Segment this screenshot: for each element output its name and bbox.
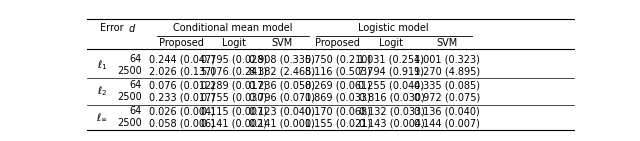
Text: Logistic model: Logistic model	[358, 23, 429, 33]
Text: 5.076 (0.241): 5.076 (0.241)	[201, 66, 267, 76]
Text: 0.136 (0.040): 0.136 (0.040)	[414, 106, 480, 116]
Text: 2500: 2500	[117, 66, 142, 76]
Text: $\ell_2$: $\ell_2$	[97, 84, 108, 98]
Text: Error: Error	[100, 23, 124, 33]
Text: $d$: $d$	[128, 22, 136, 34]
Text: 0.908 (0.335): 0.908 (0.335)	[250, 54, 316, 64]
Text: 0.155 (0.021): 0.155 (0.021)	[305, 118, 371, 128]
Text: 7.794 (0.911): 7.794 (0.911)	[358, 66, 424, 76]
Text: 0.755 (0.030): 0.755 (0.030)	[201, 92, 267, 102]
Text: 2.026 (0.137): 2.026 (0.137)	[148, 66, 215, 76]
Text: Proposed: Proposed	[316, 38, 360, 48]
Text: 0.076 (0.012): 0.076 (0.012)	[148, 80, 214, 90]
Text: $\ell_1$: $\ell_1$	[97, 58, 108, 72]
Text: 0.335 (0.085): 0.335 (0.085)	[414, 80, 480, 90]
Text: SVM: SVM	[272, 38, 293, 48]
Text: 0.289 (0.017): 0.289 (0.017)	[201, 80, 267, 90]
Text: Conditional mean model: Conditional mean model	[173, 23, 292, 33]
Text: Logit: Logit	[380, 38, 403, 48]
Text: 1.001 (0.323): 1.001 (0.323)	[414, 54, 480, 64]
Text: 0.255 (0.044): 0.255 (0.044)	[358, 80, 424, 90]
Text: $\ell_\infty$: $\ell_\infty$	[97, 111, 108, 123]
Text: 0.115 (0.007): 0.115 (0.007)	[201, 106, 267, 116]
Text: 0.269 (0.061): 0.269 (0.061)	[305, 80, 371, 90]
Text: 0.141 (0.001): 0.141 (0.001)	[250, 118, 316, 128]
Text: 0.796 (0.071): 0.796 (0.071)	[250, 92, 316, 102]
Text: 0.058 (0.006): 0.058 (0.006)	[148, 118, 214, 128]
Text: Logit: Logit	[222, 38, 246, 48]
Text: 0.141 (0.002): 0.141 (0.002)	[201, 118, 267, 128]
Text: 0.026 (0.004): 0.026 (0.004)	[148, 106, 214, 116]
Text: Proposed: Proposed	[159, 38, 204, 48]
Text: 0.132 (0.033): 0.132 (0.033)	[358, 106, 424, 116]
Text: 9.270 (4.895): 9.270 (4.895)	[414, 66, 480, 76]
Text: 1.031 (0.254): 1.031 (0.254)	[358, 54, 424, 64]
Text: 8.116 (0.503): 8.116 (0.503)	[305, 66, 371, 76]
Text: 0.795 (0.028): 0.795 (0.028)	[201, 54, 267, 64]
Text: 64: 64	[130, 54, 142, 64]
Text: 0.816 (0.030): 0.816 (0.030)	[358, 92, 424, 102]
Text: 0.144 (0.007): 0.144 (0.007)	[414, 118, 480, 128]
Text: 0.170 (0.068): 0.170 (0.068)	[305, 106, 371, 116]
Text: 0.233 (0.017): 0.233 (0.017)	[148, 92, 214, 102]
Text: 8.382 (2.465): 8.382 (2.465)	[250, 66, 316, 76]
Text: 0.972 (0.075): 0.972 (0.075)	[414, 92, 480, 102]
Text: 0.244 (0.047): 0.244 (0.047)	[148, 54, 214, 64]
Text: SVM: SVM	[436, 38, 458, 48]
Text: 0.236 (0.058): 0.236 (0.058)	[250, 80, 316, 90]
Text: 64: 64	[130, 106, 142, 116]
Text: 0.869 (0.033): 0.869 (0.033)	[305, 92, 371, 102]
Text: 2500: 2500	[117, 92, 142, 102]
Text: 0.143 (0.004): 0.143 (0.004)	[358, 118, 424, 128]
Text: 0.123 (0.040): 0.123 (0.040)	[250, 106, 316, 116]
Text: 64: 64	[130, 80, 142, 90]
Text: 0.750 (0.210): 0.750 (0.210)	[305, 54, 371, 64]
Text: 2500: 2500	[117, 118, 142, 128]
